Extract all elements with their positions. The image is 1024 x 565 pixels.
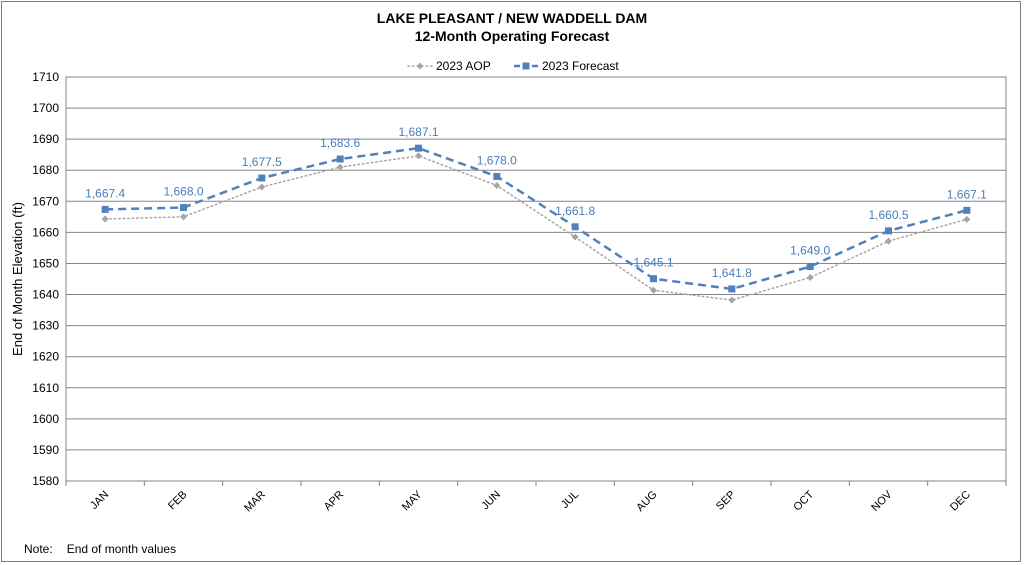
data-point: [650, 286, 657, 294]
data-point: [571, 233, 579, 241]
data-point: [571, 223, 579, 231]
x-tick-label: JUL: [559, 489, 581, 511]
y-axis-label: End of Month Elevation (ft): [10, 202, 25, 356]
data-point: [493, 172, 501, 180]
y-tick-label: 1640: [32, 288, 59, 302]
data-point: [493, 181, 501, 189]
data-point: [728, 296, 736, 304]
data-label: 1,668.0: [163, 185, 203, 199]
data-point: [885, 227, 892, 235]
y-tick-label: 1690: [32, 132, 59, 146]
x-tick-label: NOV: [869, 488, 895, 514]
data-point: [258, 183, 266, 191]
data-point: [180, 213, 187, 221]
y-tick-label: 1660: [32, 225, 59, 239]
x-tick-label: AUG: [634, 489, 659, 514]
series-line: [105, 146, 968, 291]
y-tick-label: 1580: [32, 474, 59, 488]
y-tick-label: 1650: [32, 256, 59, 270]
data-point: [963, 206, 971, 214]
y-tick-label: 1600: [32, 412, 59, 426]
x-tick-label: MAY: [400, 488, 425, 513]
data-point: [806, 263, 814, 271]
data-label: 1,660.5: [868, 208, 908, 222]
data-label: 1,641.8: [712, 266, 752, 280]
data-label: 1,645.1: [633, 256, 673, 270]
data-point: [101, 205, 109, 213]
chart-title: LAKE PLEASANT / NEW WADDELL DAM: [376, 10, 648, 26]
legend-marker: [416, 62, 424, 70]
data-point: [180, 204, 187, 212]
chart-subtitle: 12-Month Operating Forecast: [414, 28, 610, 44]
data-point: [336, 155, 344, 163]
x-tick-label: APR: [322, 489, 347, 514]
x-tick-label: FEB: [166, 489, 190, 513]
data-point: [650, 275, 657, 283]
x-tick-label: JAN: [88, 489, 111, 512]
chart-note: Note: End of month values: [24, 542, 176, 556]
data-point: [728, 285, 736, 293]
legend-label: 2023 AOP: [436, 59, 491, 73]
x-tick-label: DEC: [948, 489, 973, 514]
data-point: [806, 273, 814, 281]
data-label: 1,667.1: [947, 187, 987, 201]
data-label: 1,678.0: [477, 153, 517, 167]
data-label: 1,687.1: [398, 125, 438, 139]
legend-label: 2023 Forecast: [542, 59, 619, 73]
y-tick-label: 1630: [32, 319, 59, 333]
series-line: [104, 155, 968, 301]
data-label: 1,661.8: [555, 204, 595, 218]
y-tick-label: 1680: [32, 163, 59, 177]
data-point: [415, 144, 422, 152]
data-point: [258, 174, 266, 182]
note-label: Note:: [24, 542, 53, 556]
data-label: 1,677.5: [242, 155, 282, 169]
plot-area: [65, 76, 1007, 482]
data-point: [415, 152, 422, 160]
y-tick-label: 1610: [32, 381, 59, 395]
data-label: 1,683.6: [320, 136, 360, 150]
data-point: [885, 237, 892, 245]
x-tick-label: JUN: [479, 489, 503, 513]
data-point: [336, 163, 344, 171]
y-tick-label: 1620: [32, 350, 59, 364]
y-tick-label: 1700: [32, 101, 59, 115]
note-text: End of month values: [66, 542, 177, 556]
data-label: 1,667.4: [85, 186, 125, 200]
legend-marker: [522, 62, 530, 70]
y-tick-label: 1590: [32, 443, 59, 457]
data-point: [101, 215, 109, 223]
y-tick-label: 1670: [32, 194, 59, 208]
data-label: 1,649.0: [790, 244, 830, 258]
x-tick-label: MAR: [242, 489, 268, 515]
data-point: [963, 215, 971, 223]
x-tick-label: OCT: [791, 488, 816, 513]
y-tick-label: 1710: [32, 70, 59, 84]
x-tick-label: SEP: [714, 489, 738, 513]
